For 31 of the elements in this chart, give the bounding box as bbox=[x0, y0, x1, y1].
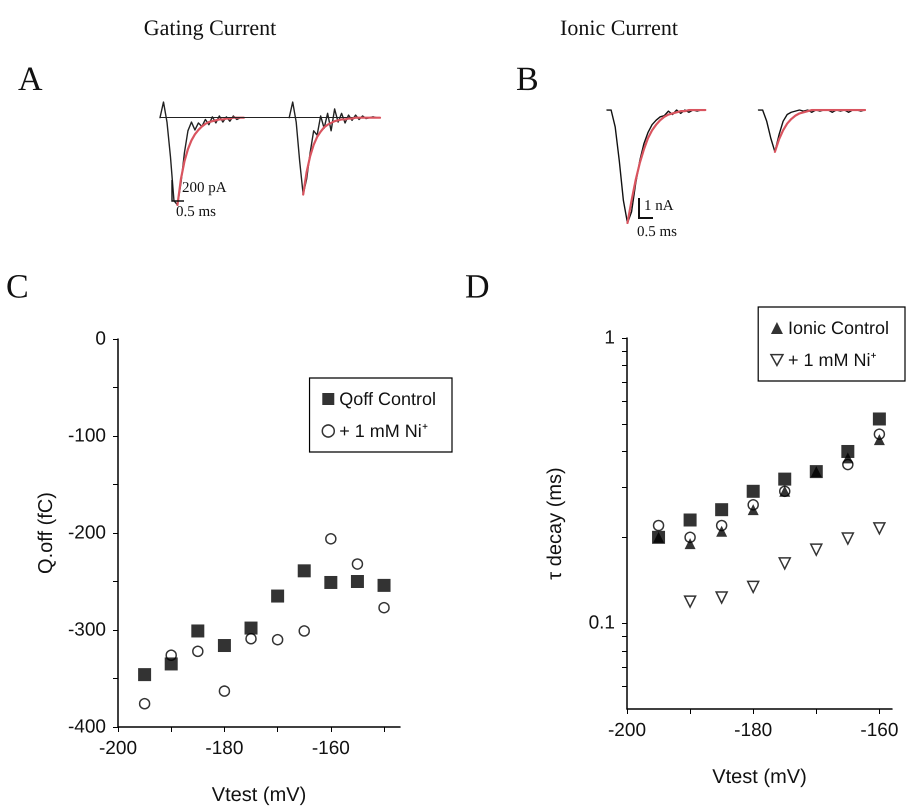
x-axis-title: Vtest (mV) bbox=[212, 784, 306, 806]
x-tick-label: -160 bbox=[312, 738, 350, 759]
chart-title: Ionic Current bbox=[560, 15, 678, 40]
x-tick-label: -200 bbox=[608, 720, 646, 741]
legend-label: + 1 mM Ni⁺ bbox=[788, 350, 876, 370]
legend-label: + 1 mM Ni⁺ bbox=[339, 421, 428, 441]
legend-label: Ionic Control bbox=[788, 318, 890, 338]
text: A bbox=[18, 61, 43, 98]
annotation: 200 pA bbox=[182, 180, 227, 196]
x-tick-label: -160 bbox=[860, 720, 898, 741]
y-tick-label: 0.1 bbox=[588, 612, 615, 634]
text: B bbox=[516, 61, 539, 98]
text: 0.5 ms bbox=[637, 224, 678, 240]
text: C bbox=[6, 268, 29, 306]
y-tick-label: 0 bbox=[95, 328, 106, 350]
legend-label: Qoff Control bbox=[339, 389, 436, 409]
x-tick-label: -180 bbox=[205, 738, 244, 759]
x-tick-label: -180 bbox=[734, 720, 772, 741]
x-tick-label: -200 bbox=[98, 738, 138, 759]
y-axis-title: τ decay (ms) bbox=[544, 467, 566, 580]
annotation: 0.5 ms bbox=[176, 204, 216, 220]
y-tick-label: -400 bbox=[68, 716, 106, 738]
x-axis-title: Vtest (mV) bbox=[712, 766, 807, 788]
y-tick-label: -300 bbox=[68, 620, 106, 640]
text: D bbox=[465, 268, 490, 306]
y-axis-title: Q.off (fC) bbox=[35, 492, 57, 574]
annotation: 1 nA bbox=[644, 198, 674, 214]
chart-title: Gating Current bbox=[144, 15, 276, 40]
y-tick-label: -200 bbox=[68, 522, 106, 544]
y-tick-label: 1 bbox=[604, 328, 615, 348]
y-tick-label: -100 bbox=[68, 426, 106, 446]
